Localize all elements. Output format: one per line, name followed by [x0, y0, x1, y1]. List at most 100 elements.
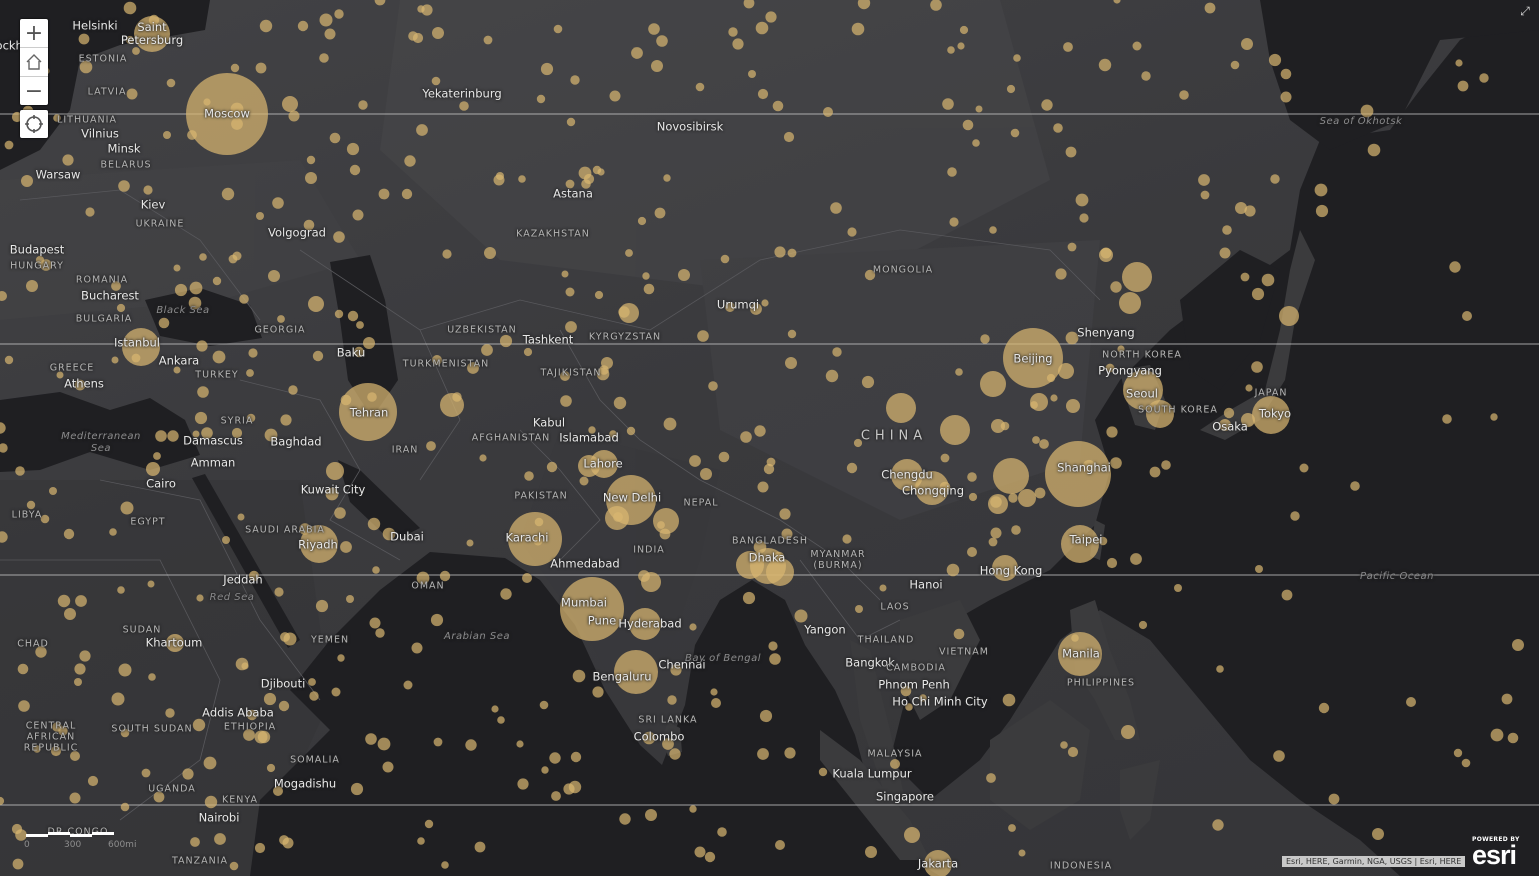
city-symbol[interactable]	[1279, 306, 1299, 326]
city-dot[interactable]	[865, 846, 877, 858]
city-dot[interactable]	[732, 38, 744, 50]
city-dot[interactable]	[303, 219, 315, 231]
city-dot[interactable]	[268, 270, 280, 282]
city-dot[interactable]	[319, 53, 329, 63]
city-dot[interactable]	[740, 431, 752, 443]
city-symbol[interactable]	[991, 419, 1005, 433]
city-dot[interactable]	[755, 21, 769, 35]
city-dot[interactable]	[579, 476, 589, 486]
city-dot[interactable]	[117, 586, 125, 594]
city-dot[interactable]	[959, 25, 969, 35]
city-dot[interactable]	[619, 813, 631, 825]
city-dot[interactable]	[533, 536, 543, 546]
city-dot[interactable]	[697, 330, 709, 342]
city-dot[interactable]	[1200, 190, 1210, 200]
city-dot[interactable]	[1280, 91, 1292, 103]
city-dot[interactable]	[432, 27, 444, 39]
city-dot[interactable]	[1117, 345, 1125, 353]
city-dot[interactable]	[49, 487, 57, 495]
city-dot[interactable]	[424, 819, 434, 829]
city-dot[interactable]	[1270, 174, 1280, 184]
city-dot[interactable]	[358, 100, 368, 110]
city-dot[interactable]	[551, 791, 561, 801]
city-dot[interactable]	[196, 594, 204, 602]
city-dot[interactable]	[382, 527, 396, 541]
city-dot[interactable]	[346, 142, 360, 156]
city-dot[interactable]	[592, 686, 604, 698]
city-dot[interactable]	[1046, 373, 1056, 383]
city-dot[interactable]	[264, 428, 278, 442]
city-dot[interactable]	[79, 60, 93, 74]
city-dot[interactable]	[522, 573, 532, 583]
city-dot[interactable]	[1198, 174, 1210, 186]
city-dot[interactable]	[1174, 584, 1182, 592]
city-dot[interactable]	[953, 628, 965, 640]
city-dot[interactable]	[279, 835, 289, 845]
city-dot[interactable]	[231, 427, 243, 439]
city-dot[interactable]	[62, 154, 74, 166]
city-dot[interactable]	[416, 571, 430, 585]
city-dot[interactable]	[15, 466, 25, 476]
city-dot[interactable]	[1406, 697, 1416, 707]
city-dot[interactable]	[695, 82, 705, 92]
city-dot[interactable]	[625, 249, 633, 257]
city-dot[interactable]	[990, 527, 1002, 539]
city-dot[interactable]	[757, 481, 769, 493]
city-dot[interactable]	[404, 155, 416, 167]
city-dot[interactable]	[597, 168, 605, 176]
city-dot[interactable]	[761, 299, 769, 307]
city-dot[interactable]	[748, 70, 756, 78]
city-dot[interactable]	[500, 588, 512, 600]
city-dot[interactable]	[645, 809, 657, 821]
city-dot[interactable]	[57, 594, 71, 608]
city-dot[interactable]	[315, 599, 329, 613]
city-dot[interactable]	[325, 487, 339, 501]
city-dot[interactable]	[120, 802, 130, 812]
city-symbol[interactable]	[1061, 525, 1099, 563]
city-dot[interactable]	[919, 694, 927, 702]
city-dot[interactable]	[879, 584, 887, 592]
city-dot[interactable]	[35, 646, 47, 658]
city-dot[interactable]	[637, 216, 647, 226]
city-dot[interactable]	[853, 438, 863, 448]
city-dot[interactable]	[87, 775, 99, 787]
city-dot[interactable]	[1138, 620, 1148, 630]
city-dot[interactable]	[728, 27, 738, 37]
city-dot[interactable]	[842, 534, 852, 544]
city-symbol[interactable]	[186, 73, 268, 155]
city-dot[interactable]	[331, 687, 341, 697]
city-dot[interactable]	[297, 20, 309, 32]
city-dot[interactable]	[277, 315, 285, 323]
city-dot[interactable]	[517, 778, 529, 790]
city-dot[interactable]	[403, 680, 413, 690]
city-dot[interactable]	[988, 537, 998, 547]
city-dot[interactable]	[280, 632, 290, 642]
city-dot[interactable]	[1490, 728, 1504, 742]
city-dot[interactable]	[467, 362, 479, 374]
city-dot[interactable]	[967, 472, 977, 482]
city-symbol[interactable]	[980, 371, 1006, 397]
city-dot[interactable]	[784, 747, 796, 759]
city-dot[interactable]	[255, 62, 267, 74]
city-dot[interactable]	[194, 411, 208, 425]
city-dot[interactable]	[560, 395, 572, 407]
city-dot[interactable]	[166, 78, 176, 88]
city-dot[interactable]	[1367, 143, 1381, 157]
city-dot[interactable]	[126, 88, 138, 100]
city-dot[interactable]	[1507, 732, 1519, 744]
city-dot[interactable]	[553, 24, 563, 34]
city-dot[interactable]	[689, 623, 697, 631]
city-dot[interactable]	[753, 540, 767, 554]
city-dot[interactable]	[678, 269, 690, 281]
city-dot[interactable]	[465, 739, 477, 751]
city-dot[interactable]	[594, 290, 604, 300]
city-dot[interactable]	[426, 441, 436, 451]
city-dot[interactable]	[278, 700, 290, 712]
city-dot[interactable]	[609, 430, 617, 438]
city-dot[interactable]	[1098, 536, 1108, 546]
city-dot[interactable]	[638, 570, 650, 582]
city-dot[interactable]	[759, 709, 773, 723]
city-dot[interactable]	[481, 344, 493, 356]
city-dot[interactable]	[1010, 128, 1020, 138]
city-dot[interactable]	[165, 708, 175, 718]
